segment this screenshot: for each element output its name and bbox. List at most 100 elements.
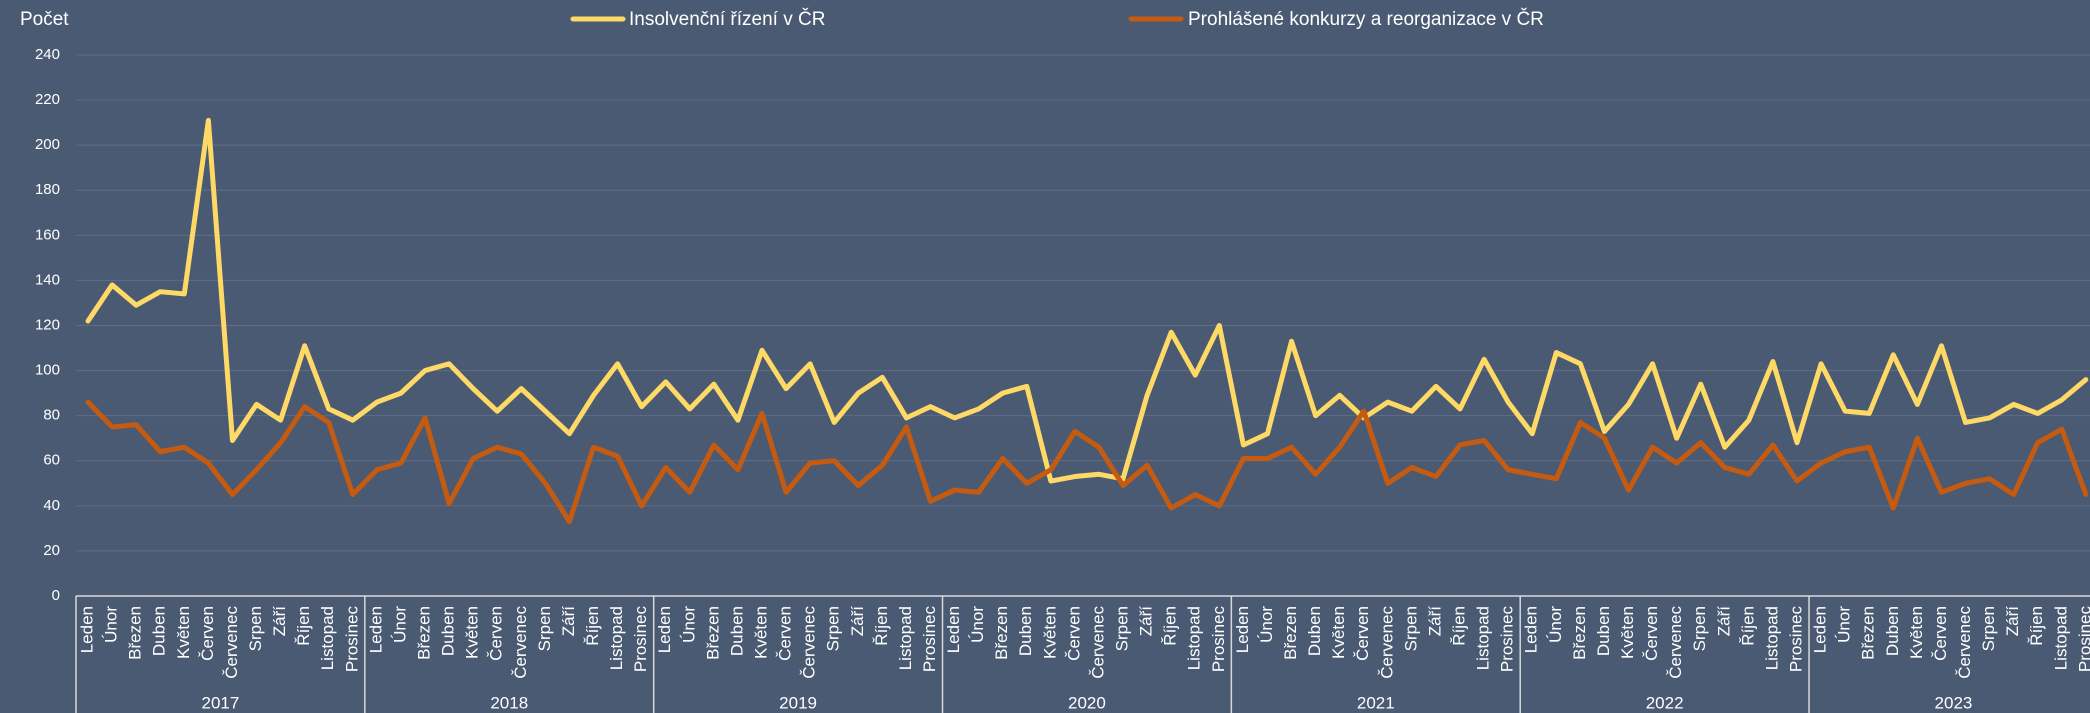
x-tick-label: Říjen [2027, 606, 2046, 646]
group-label: 2022 [1646, 693, 1684, 712]
x-tick-label: Leden [944, 606, 963, 653]
x-tick-label: Červenec [1666, 606, 1685, 679]
group-label: 2020 [1068, 693, 1106, 712]
x-tick-label: Květen [463, 606, 482, 659]
x-tick-label: Červen [487, 606, 506, 661]
x-tick-label: Prosinec [2075, 606, 2090, 673]
x-tick-label: Červen [1931, 606, 1950, 661]
x-tick-label: Leden [78, 606, 97, 653]
x-tick-label: Říjen [583, 606, 602, 646]
y-tick-label: 0 [52, 587, 60, 604]
x-tick-label: Duben [1305, 606, 1324, 656]
x-tick-label: Srpen [535, 606, 554, 651]
group-label: 2017 [202, 693, 240, 712]
x-tick-label: Březen [126, 606, 145, 660]
x-tick-label: Listopad [1474, 606, 1493, 670]
x-tick-label: Únor [102, 606, 121, 643]
y-tick-label: 160 [35, 226, 60, 243]
x-tick-label: Červenec [1377, 606, 1396, 679]
x-tick-label: Květen [174, 606, 193, 659]
x-tick-label: Září [1425, 606, 1444, 637]
x-tick-label: Březen [1281, 606, 1300, 660]
x-tick-label: Duben [1016, 606, 1035, 656]
x-tick-label: Leden [655, 606, 674, 653]
x-tick-label: Květen [751, 606, 770, 659]
y-tick-label: 180 [35, 181, 60, 198]
x-tick-label: Červen [1353, 606, 1372, 661]
x-tick-label: Únor [679, 606, 698, 643]
x-tick-label: Srpen [1690, 606, 1709, 651]
x-tick-label: Srpen [246, 606, 265, 651]
x-tick-label: Únor [1835, 606, 1854, 643]
x-tick-label: Listopad [896, 606, 915, 670]
y-tick-label: 140 [35, 271, 60, 288]
x-tick-label: Listopad [607, 606, 626, 670]
x-tick-label: Březen [1859, 606, 1878, 660]
y-tick-label: 60 [43, 452, 60, 469]
x-tick-label: Listopad [2051, 606, 2070, 670]
x-tick-label: Duben [1594, 606, 1613, 656]
series-line [85, 117, 2089, 484]
group-label: 2019 [779, 693, 817, 712]
x-tick-label: Srpen [1401, 606, 1420, 651]
y-tick-label: 40 [43, 497, 60, 514]
x-tick-label: Prosinec [1498, 606, 1517, 673]
x-tick-label: Září [559, 606, 578, 637]
y-tick-label: 20 [43, 542, 60, 559]
y-tick-label: 240 [35, 46, 60, 63]
x-tick-label: Duben [727, 606, 746, 656]
y-tick-label: 200 [35, 136, 60, 153]
y-axis-title: Počet [20, 9, 69, 30]
x-tick-label: Červen [1642, 606, 1661, 661]
x-tick-label: Prosinec [631, 606, 650, 673]
series-line [85, 399, 2089, 525]
x-tick-label: Březen [414, 606, 433, 660]
x-tick-label: Únor [968, 606, 987, 643]
x-tick-label: Září [270, 606, 289, 637]
x-tick-label: Srpen [824, 606, 843, 651]
x-tick-label: Červen [776, 606, 795, 661]
x-tick-label: Leden [1522, 606, 1541, 653]
x-tick-label: Červen [1064, 606, 1083, 661]
group-label: 2018 [490, 693, 528, 712]
x-tick-label: Únor [1257, 606, 1276, 643]
x-tick-label: Duben [150, 606, 169, 656]
x-tick-label: Březen [703, 606, 722, 660]
x-tick-label: Říjen [872, 606, 891, 646]
x-tick-label: Červenec [511, 606, 530, 679]
x-tick-label: Leden [366, 606, 385, 653]
x-tick-label: Květen [1040, 606, 1059, 659]
x-tick-label: Září [2003, 606, 2022, 637]
x-tick-label: Listopad [1185, 606, 1204, 670]
x-tick-label: Leden [1811, 606, 1830, 653]
x-tick-label: Květen [1618, 606, 1637, 659]
x-tick-label: Srpen [1113, 606, 1132, 651]
x-tick-label: Červenec [800, 606, 819, 679]
x-tick-label: Prosinec [1209, 606, 1228, 673]
x-tick-label: Březen [1570, 606, 1589, 660]
x-tick-label: Duben [439, 606, 458, 656]
x-tick-label: Říjen [1450, 606, 1469, 646]
x-tick-label: Říjen [294, 606, 313, 646]
group-label: 2023 [1935, 693, 1973, 712]
group-label: 2021 [1357, 693, 1395, 712]
x-tick-label: Červenec [222, 606, 241, 679]
x-tick-label: Únor [390, 606, 409, 643]
x-tick-label: Říjen [1738, 606, 1757, 646]
x-tick-label: Červen [198, 606, 217, 661]
legend-label: Insolvenční řízení v ČR [629, 8, 825, 30]
x-tick-label: Srpen [1979, 606, 1998, 651]
x-tick-label: Prosinec [1786, 606, 1805, 673]
x-tick-label: Červenec [1955, 606, 1974, 679]
y-tick-label: 100 [35, 362, 60, 379]
y-tick-label: 120 [35, 316, 60, 333]
x-tick-label: Prosinec [342, 606, 361, 673]
x-tick-label: Září [1137, 606, 1156, 637]
x-tick-label: Prosinec [920, 606, 939, 673]
x-tick-label: Duben [1883, 606, 1902, 656]
legend-label: Prohlášené konkurzy a reorganizace v ČR [1188, 8, 1544, 30]
x-tick-label: Říjen [1161, 606, 1180, 646]
x-tick-label: Leden [1233, 606, 1252, 653]
y-tick-label: 220 [35, 91, 60, 108]
